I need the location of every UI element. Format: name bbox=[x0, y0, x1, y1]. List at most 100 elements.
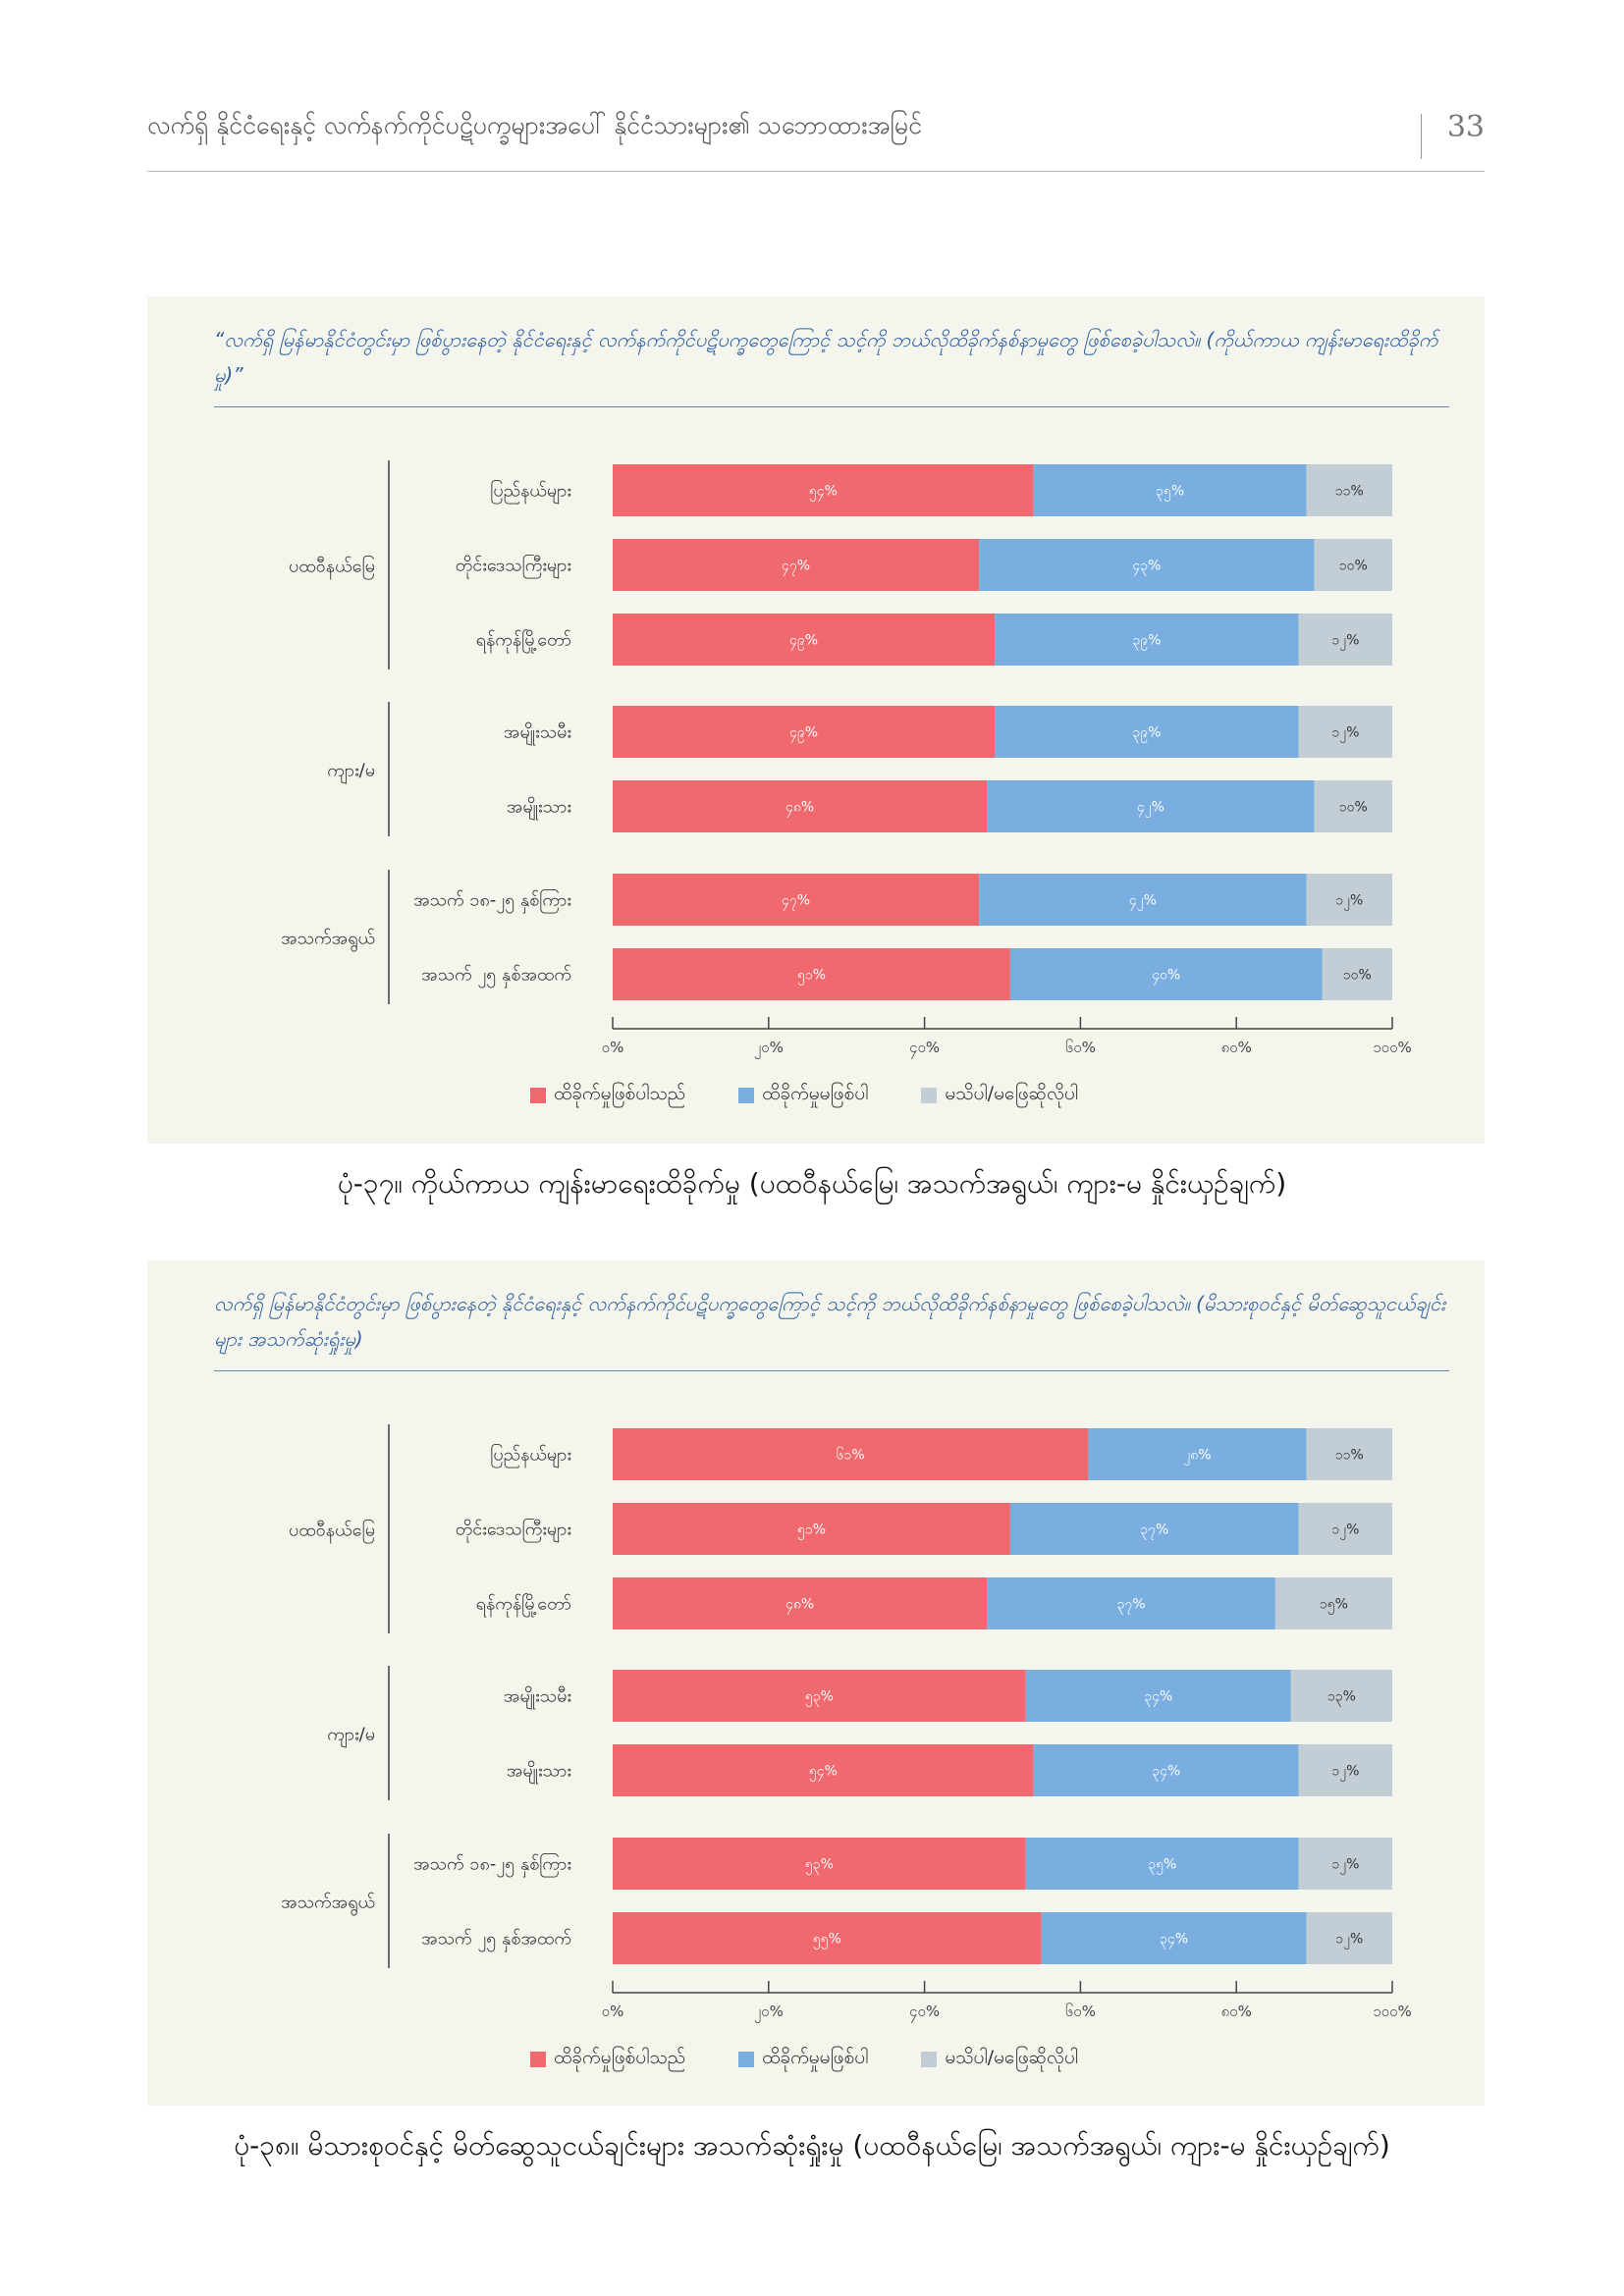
category-label: အမျိုးသမီး bbox=[504, 1686, 571, 1710]
data-label: ၁၂% bbox=[1331, 633, 1359, 651]
question-divider bbox=[214, 1370, 1449, 1371]
group-label: ကျား/မ bbox=[327, 761, 375, 784]
data-label: ၄၇% bbox=[782, 559, 810, 576]
bar-segment bbox=[1306, 1912, 1392, 1964]
data-label: ၄၇% bbox=[782, 893, 810, 911]
bar-segment bbox=[613, 464, 1034, 516]
data-label: ၁၂% bbox=[1335, 893, 1363, 911]
category-label: ရန်ကုန်မြို့တော် bbox=[476, 629, 571, 654]
group-label: ကျား/မ bbox=[327, 1725, 375, 1748]
data-label: ၅၅% bbox=[813, 1932, 841, 1949]
bar-segment bbox=[613, 948, 1010, 1000]
data-label: ၂၈% bbox=[1183, 1448, 1211, 1466]
category-label: အသက် ၂၅ နှစ်အထက် bbox=[421, 1929, 571, 1952]
data-label: ၁၅% bbox=[1320, 1597, 1348, 1615]
bar-segment bbox=[1025, 1838, 1299, 1890]
bar-segment bbox=[987, 780, 1315, 832]
bar-segment bbox=[1033, 1744, 1299, 1796]
x-tick-label: ၆၀% bbox=[1065, 2002, 1096, 2020]
legend-item: မသိပါ/မဖြေဆိုလိုပါ bbox=[921, 2046, 1078, 2073]
bar-segment bbox=[613, 1577, 988, 1629]
x-tick-label: ၀% bbox=[602, 1039, 624, 1056]
bar-segment bbox=[1306, 1428, 1392, 1480]
category-label: အမျိုးသမီး bbox=[504, 722, 571, 746]
bar-segment bbox=[613, 539, 980, 591]
bar-segment bbox=[1009, 1503, 1299, 1555]
data-label: ၃၇% bbox=[1116, 1597, 1145, 1615]
x-tick-label: ၆၀% bbox=[1065, 1039, 1096, 1056]
data-label: ၁၂% bbox=[1331, 1764, 1359, 1782]
x-tick-label: ၂၀% bbox=[754, 2002, 784, 2023]
bar-segment bbox=[1033, 464, 1307, 516]
bar-segment bbox=[613, 780, 988, 832]
legend-item: ထိခိုက်မှုဖြစ်ပါသည် bbox=[530, 2046, 685, 2073]
bar-segment bbox=[1041, 1912, 1307, 1964]
legend-swatch bbox=[921, 2052, 938, 2067]
bar-segment bbox=[1274, 1577, 1392, 1629]
bar-segment bbox=[1306, 464, 1392, 516]
figure-caption: ပုံ-၃၇။ ကိုယ်ကာယ ကျန်းမာရေးထိခိုက်မှု (ပ… bbox=[337, 1167, 1287, 1200]
bar-segment bbox=[613, 1912, 1042, 1964]
legend-label: ထိခိုက်မှုမဖြစ်ပါ bbox=[762, 1083, 869, 1104]
legend-item: မသိပါ/မဖြေဆိုလိုပါ bbox=[921, 1082, 1078, 1109]
group-label: ပထဝီနယ်မြေ bbox=[289, 556, 375, 580]
bar-segment bbox=[1322, 948, 1392, 1000]
data-label: ၃၉% bbox=[1132, 633, 1161, 651]
bar-segment bbox=[1290, 1670, 1392, 1722]
data-label: ၁၂% bbox=[1331, 1857, 1359, 1875]
data-label: ၄၈% bbox=[785, 1597, 814, 1615]
data-label: ၄၂% bbox=[1129, 893, 1157, 911]
page-header: လက်ရှိ နိုင်ငံရေးနှင့် လက်နက်ကိုင်ပဋိပက္… bbox=[147, 106, 1485, 172]
data-label: ၃၄% bbox=[1160, 1932, 1188, 1949]
chart-legend: ထိခိုက်မှုဖြစ်ပါသည် ထိခိုက်မှုမဖြစ်ပါ မသိပ… bbox=[530, 1082, 1131, 1109]
legend-label: မသိပါ/မဖြေဆိုလိုပါ bbox=[945, 1083, 1078, 1104]
legend-swatch bbox=[530, 2052, 546, 2067]
data-label: ၃၅% bbox=[1148, 1857, 1176, 1875]
x-tick-label: ၀% bbox=[602, 2002, 624, 2020]
category-label: ပြည်နယ်များ bbox=[490, 1444, 571, 1468]
bar-segment bbox=[995, 614, 1299, 666]
question-divider bbox=[214, 406, 1449, 407]
chart-question: လက်ရှိ မြန်မာနိုင်ငံတွင်းမှာ ဖြစ်ပွားနေတ… bbox=[214, 1292, 1446, 1351]
data-label: ၄၉% bbox=[789, 633, 818, 651]
data-label: ၁၀% bbox=[1343, 968, 1372, 984]
bar-segment bbox=[1088, 1428, 1307, 1480]
bar-segment bbox=[613, 1428, 1089, 1480]
data-label: ၁၀% bbox=[1339, 800, 1368, 816]
legend-label: မသိပါ/မဖြေဆိုလိုပါ bbox=[945, 2047, 1078, 2068]
x-tick-label: ၄၀% bbox=[909, 1039, 940, 1059]
legend-item: ထိခိုက်မှုမဖြစ်ပါ bbox=[738, 1082, 868, 1109]
data-label: ၃၉% bbox=[1132, 725, 1161, 743]
legend-label: ထိခိုက်မှုဖြစ်ပါသည် bbox=[554, 1083, 686, 1104]
bar-segment bbox=[1314, 780, 1392, 832]
bar-segment bbox=[613, 1744, 1034, 1796]
x-tick-label: ၁၀၀% bbox=[1373, 2002, 1412, 2020]
bar-segment bbox=[1025, 1670, 1291, 1722]
data-label: ၁၁% bbox=[1335, 484, 1364, 500]
stacked-bar-chart: ပထဝီနယ်မြေ ပြည်နယ်များ ၅၄% ၃၅% ၁၁% တိုင်းဒေသက… bbox=[281, 460, 1412, 1059]
bar-segment bbox=[979, 874, 1307, 926]
data-label: ၃၇% bbox=[1140, 1522, 1168, 1540]
data-label: ၃၄% bbox=[1152, 1764, 1180, 1782]
bar-segment bbox=[613, 1670, 1026, 1722]
data-label: ၅၁% bbox=[797, 968, 826, 986]
data-label: ၅၄% bbox=[809, 484, 838, 502]
stacked-bar-chart: ပထဝီနယ်မြေ ပြည်နယ်များ ၆၁% ၂၈% ၁၁% တိုင်းဒေသက… bbox=[281, 1424, 1412, 2023]
legend-swatch bbox=[738, 2052, 755, 2067]
bar-segment bbox=[1298, 614, 1392, 666]
bar-segment bbox=[1306, 874, 1392, 926]
data-label: ၁၁% bbox=[1335, 1448, 1364, 1464]
category-label: အမျိုးသား bbox=[507, 1761, 571, 1785]
bar-segment bbox=[613, 614, 996, 666]
chart-panel-family-loss: လက်ရှိ မြန်မာနိုင်ငံတွင်းမှာ ဖြစ်ပွားနေတ… bbox=[147, 1260, 1485, 2106]
bar-segment bbox=[1314, 539, 1392, 591]
data-label: ၄၃% bbox=[1132, 559, 1161, 576]
data-label: ၁၀% bbox=[1339, 559, 1368, 574]
data-label: ၄၈% bbox=[785, 800, 814, 818]
x-tick-label: ၁၀၀% bbox=[1373, 1039, 1412, 1056]
bar-segment bbox=[613, 706, 996, 758]
figure-caption: ပုံ-၃၈။ မိသားစုဝင်နှင့် မိတ်ဆွေသူငယ်ချင်… bbox=[234, 2129, 1390, 2162]
data-label: ၃၅% bbox=[1156, 484, 1184, 502]
page-number: 33 bbox=[1446, 110, 1485, 144]
chart-panel-physical-health: “လက်ရှိ မြန်မာနိုင်ငံတွင်းမှာ ဖြစ်ပွားနေ… bbox=[147, 296, 1485, 1144]
